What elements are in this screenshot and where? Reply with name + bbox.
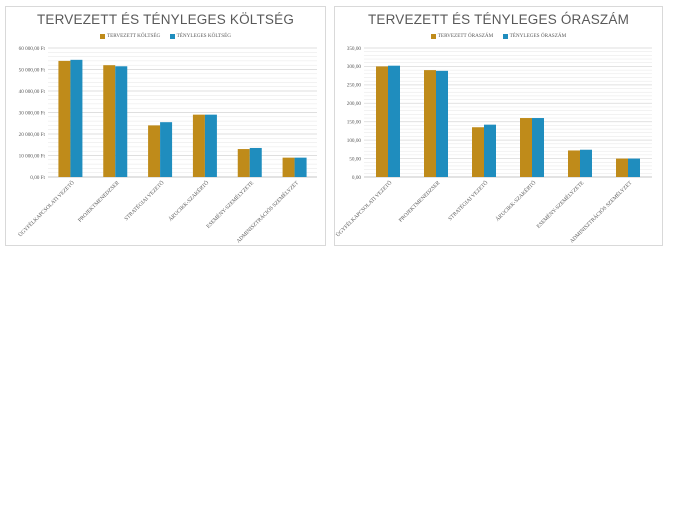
cost-bar-actual <box>160 122 173 177</box>
hours-bar-planned <box>472 127 484 177</box>
hours-chart-plot: 0,00 50,00 100,00 150,00 200,00 250,00 300,00 3… <box>335 46 652 244</box>
hours-y-tick-label: 250,00 <box>347 83 362 89</box>
hours-chart-legend: TERVEZETT ÓRASZÁM TÉNYLEGES ÓRASZÁM <box>335 33 662 39</box>
hours-bar-actual <box>580 149 592 177</box>
cost-bar-planned <box>148 125 161 177</box>
hours-bar-actual <box>628 158 640 177</box>
legend-item-planned-hours: TERVEZETT ÓRASZÁM <box>430 33 494 39</box>
hours-y-tick-label: 0,00 <box>352 175 361 181</box>
cost-chart-title: TERVEZETT ÉS TÉNYLEGES KÖLTSÉG <box>36 12 295 27</box>
cost-y-tick-label: 0,00 Ft <box>30 175 45 181</box>
legend-item-actual-hours: TÉNYLEGES ÓRASZÁM <box>502 33 567 39</box>
hours-bar-actual <box>532 118 544 177</box>
hours-x-tick-label: STRATÉGIAI VEZETŐ <box>446 179 489 222</box>
cost-y-tick-label: 30 000,00 Ft <box>19 110 46 116</box>
cost-chart-plot: 0,00 Ft 10 000,00 Ft 20 000,00 Ft 30 000,00… <box>16 46 317 244</box>
cost-bar-planned <box>282 157 295 177</box>
cost-bar-actual <box>70 59 83 178</box>
cost-chart-panel: TERVEZETT ÉS TÉNYLEGES KÖLTSÉG TERVEZETT… <box>5 6 326 246</box>
hours-bar-planned <box>616 158 628 177</box>
hours-bar-actual <box>388 65 400 177</box>
cost-y-tick-label: 40 000,00 Ft <box>19 89 46 95</box>
cost-y-tick-label: 50 000,00 Ft <box>19 67 46 73</box>
cost-x-tick-label: ÁRUCIKK-SZAKÉRTŐ <box>166 179 210 223</box>
hours-bar-actual <box>484 124 496 177</box>
cost-bar-planned <box>58 60 71 177</box>
hours-y-tick-label: 100,00 <box>347 138 362 144</box>
cost-y-tick-label: 20 000,00 Ft <box>19 132 46 138</box>
cost-x-tick-label: ÜGYFÉLKAPCSOLATI VEZETŐ <box>16 179 76 239</box>
legend-label-planned-hours: TERVEZETT ÓRASZÁM <box>437 33 494 39</box>
legend-label-actual-hours: TÉNYLEGES ÓRASZÁM <box>509 33 567 39</box>
legend-swatch-actual-cost <box>169 33 175 39</box>
cost-bar-actual <box>249 147 262 177</box>
cost-y-tick-label: 10 000,00 Ft <box>19 153 46 159</box>
cost-bar-planned <box>237 149 250 177</box>
hours-y-tick-label: 50,00 <box>349 156 361 162</box>
legend-item-actual-cost: TÉNYLEGES KÖLTSÉG <box>169 33 232 39</box>
cost-x-tick-label: PROJEKTMENEDZSER <box>77 180 121 224</box>
hours-bar-planned <box>568 150 580 177</box>
hours-y-tick-label: 200,00 <box>347 101 362 107</box>
legend-swatch-planned-hours <box>430 33 436 39</box>
legend-swatch-actual-hours <box>502 33 508 39</box>
hours-bar-planned <box>424 70 436 177</box>
legend-label-planned-cost: TERVEZETT KÖLTSÉG <box>106 33 161 39</box>
legend-swatch-planned-cost <box>99 33 105 39</box>
hours-x-tick-label: PROJEKTMENEDZSER <box>398 180 442 224</box>
hours-y-tick-label: 150,00 <box>347 120 362 126</box>
cost-bar-actual <box>294 157 307 177</box>
cost-x-tick-label: ESEMÉNY-SZEMÉLYZETE <box>204 178 256 230</box>
hours-bar-planned <box>520 118 532 177</box>
cost-chart-legend: TERVEZETT KÖLTSÉG TÉNYLEGES KÖLTSÉG <box>6 33 325 39</box>
hours-chart-title: TERVEZETT ÉS TÉNYLEGES ÓRASZÁM <box>367 12 630 27</box>
hours-x-tick-label: ESEMÉNY-SZEMÉLYZETE <box>534 178 586 230</box>
cost-bar-actual <box>115 66 128 177</box>
cost-bar-actual <box>204 114 217 177</box>
cost-y-tick-label: 60 000,00 Ft <box>19 46 46 52</box>
hours-chart-panel: TERVEZETT ÉS TÉNYLEGES ÓRASZÁM TERVEZETT… <box>334 6 663 246</box>
legend-item-planned-cost: TERVEZETT KÖLTSÉG <box>99 33 161 39</box>
hours-x-tick-label: ÁRUCIKK-SZAKÉRTŐ <box>493 179 537 223</box>
cost-bar-planned <box>103 65 116 177</box>
hours-y-tick-label: 350,00 <box>347 46 362 52</box>
hours-x-tick-label: ÜGYFÉLKAPCSOLATI VEZETŐ <box>335 179 393 239</box>
hours-bar-planned <box>376 66 388 177</box>
legend-label-actual-cost: TÉNYLEGES KÖLTSÉG <box>176 33 232 39</box>
hours-bar-actual <box>436 70 448 177</box>
cost-bar-planned <box>192 114 205 177</box>
cost-x-tick-label: STRATÉGIAI VEZETŐ <box>122 179 165 222</box>
hours-y-tick-label: 300,00 <box>347 64 362 70</box>
